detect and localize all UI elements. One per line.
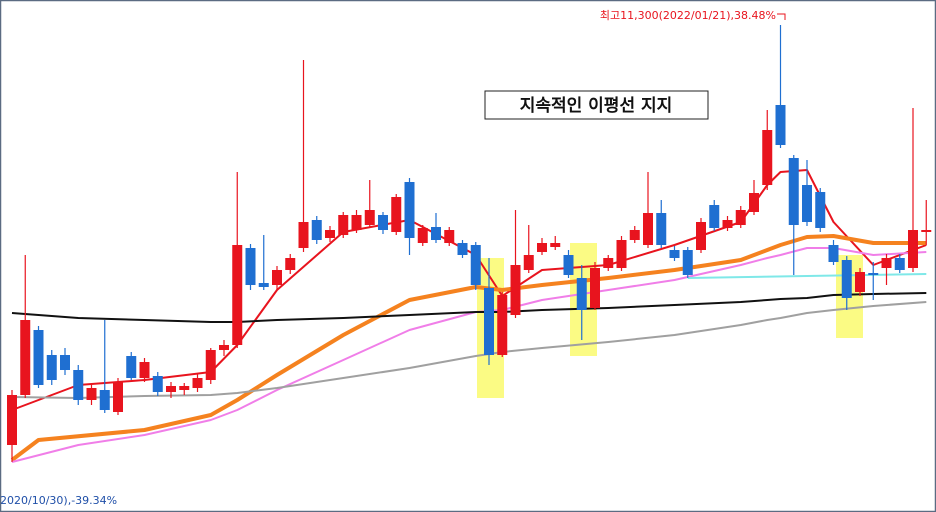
candle-body (550, 243, 561, 247)
title-box (484, 90, 709, 120)
candle-body (709, 205, 720, 228)
moving-averages (10, 169, 927, 463)
candle-body (696, 222, 706, 250)
low-annotation: 2020/10/30),-39.34% (0, 494, 117, 507)
candle-body (73, 370, 84, 400)
candle-body (20, 320, 31, 395)
candle-body (139, 362, 150, 378)
candle-body (669, 250, 680, 258)
candle-body (855, 272, 865, 292)
candle-body (629, 230, 640, 240)
moving-average-line (11, 301, 927, 399)
candle-body (245, 248, 256, 285)
candle-body (682, 250, 693, 275)
candle-body (33, 330, 44, 385)
candle-body (232, 245, 243, 345)
candle-body (113, 382, 123, 412)
candle-body (126, 356, 137, 378)
candle-body (325, 230, 335, 238)
candle-body (99, 390, 110, 410)
candle-body (285, 258, 296, 270)
candle-body (616, 240, 627, 268)
candle-body (272, 270, 282, 285)
candle-body (762, 130, 773, 185)
candle-body (152, 376, 163, 392)
plot (7, 25, 932, 463)
candle-body (868, 273, 879, 275)
candle-body (484, 288, 494, 355)
candle-body (192, 378, 203, 388)
candle-body (881, 258, 892, 268)
candle-body (431, 227, 441, 240)
candle-body (417, 228, 428, 243)
candle-body (563, 255, 574, 275)
candle-body (60, 355, 70, 370)
candle-body (722, 220, 733, 228)
candle-body (523, 255, 534, 270)
candle-body (179, 386, 190, 390)
candle-body (590, 268, 600, 308)
candle-body (894, 258, 905, 270)
candle-body (258, 283, 269, 287)
moving-average-line (10, 234, 927, 462)
candle-body (576, 278, 587, 310)
candle-body (364, 210, 375, 225)
candle-body (908, 230, 918, 268)
candle-body (537, 243, 547, 252)
candle-body (166, 386, 176, 392)
chart-title: 지속적인 이평선 지지 (520, 96, 673, 116)
candle-body (497, 295, 508, 355)
candle-body (298, 222, 309, 248)
moving-average-line (11, 292, 927, 323)
candle-body (510, 265, 521, 315)
candle-body (775, 105, 786, 145)
high-annotation: 최고11,300(2022/01/21),38.48% (600, 9, 776, 22)
candle-body (391, 197, 402, 232)
candle-body (205, 350, 216, 380)
candle-body (457, 243, 468, 255)
candle-body (470, 245, 481, 285)
candle-body (828, 245, 839, 262)
candle-body (841, 260, 852, 298)
annotation-arrow (777, 13, 786, 20)
candle-body (603, 258, 614, 268)
candle-body (802, 185, 812, 222)
candle-body (444, 230, 455, 243)
candle-body (749, 193, 759, 212)
candle-body (921, 230, 932, 232)
candle-body (86, 388, 97, 400)
candle-body (656, 213, 667, 245)
candle-body (219, 345, 229, 350)
candle-body (7, 395, 17, 445)
candle-body (378, 215, 388, 230)
candle-body (643, 213, 653, 245)
moving-average-line (11, 247, 927, 463)
candle-body (735, 210, 746, 225)
candle-body (338, 215, 349, 235)
candle-body (404, 182, 415, 238)
candle-body (311, 220, 322, 240)
candle-body (351, 215, 362, 230)
candle-body (788, 158, 799, 225)
candle-body (46, 355, 57, 380)
candle-body (815, 192, 826, 228)
